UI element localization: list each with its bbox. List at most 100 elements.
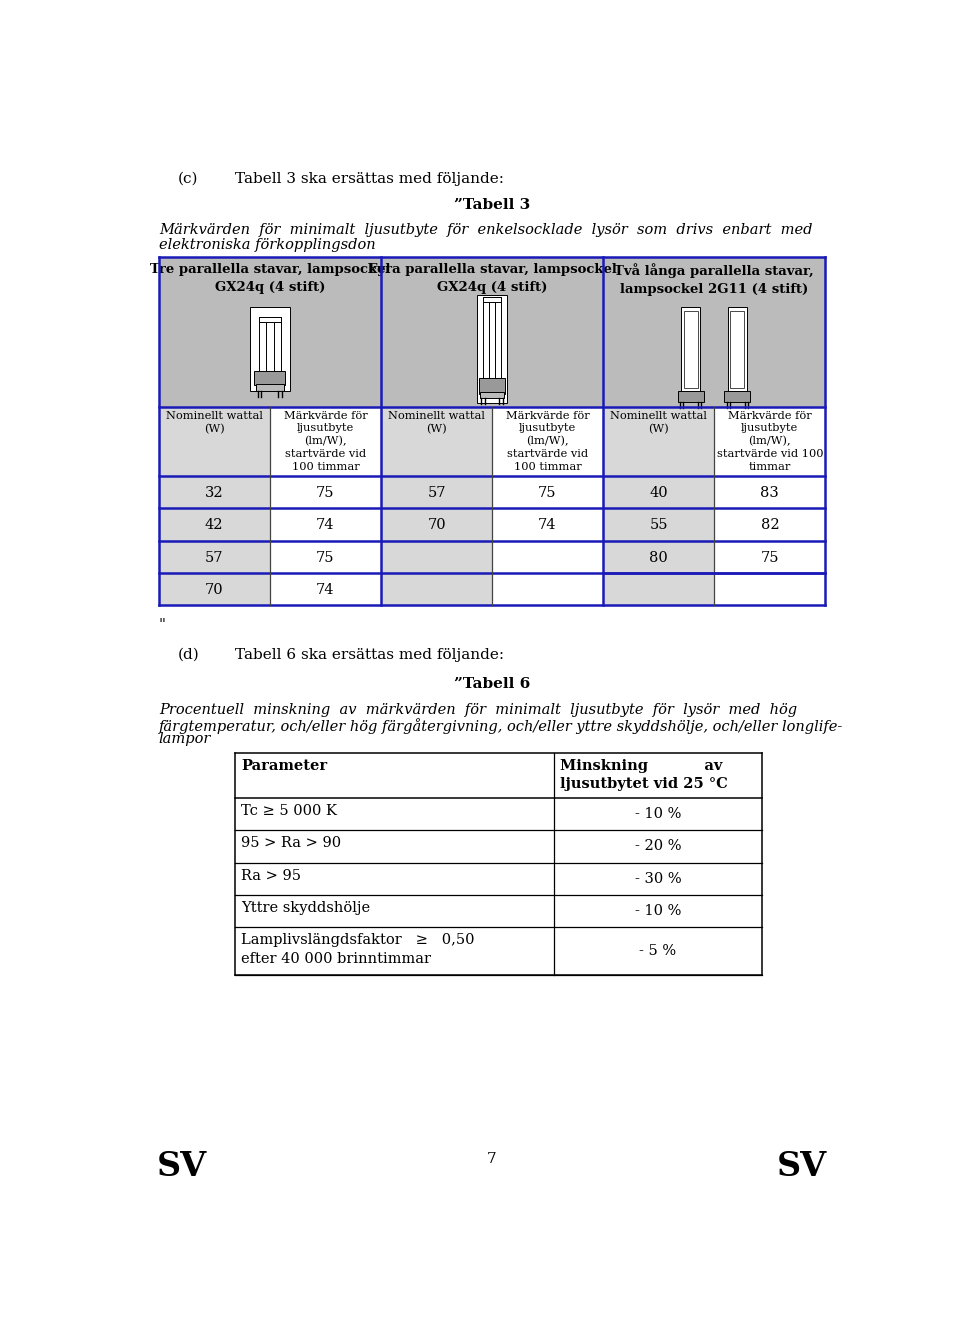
Text: (c): (c) <box>179 173 199 186</box>
Bar <box>603 573 714 606</box>
Text: 80: 80 <box>649 551 668 565</box>
Bar <box>158 508 270 541</box>
Text: - 10 %: - 10 % <box>635 807 681 820</box>
Text: färgtemperatur, och/eller hög färgåtergivning, och/eller yttre skyddshölje, och/: färgtemperatur, och/eller hög färgåtergi… <box>158 718 843 734</box>
Bar <box>480 392 504 398</box>
Bar <box>381 508 492 541</box>
Text: Nominellt wattal
(W): Nominellt wattal (W) <box>388 411 485 433</box>
Text: 75: 75 <box>760 551 780 565</box>
Text: - 30 %: - 30 % <box>635 872 682 886</box>
Bar <box>724 391 751 402</box>
Bar <box>259 317 281 323</box>
Text: Lamplivslängdsfaktor   ≥   0,50
efter 40 000 brinntimmar: Lamplivslängdsfaktor ≥ 0,50 efter 40 000… <box>241 934 474 965</box>
Bar <box>492 541 603 573</box>
Text: Ra > 95: Ra > 95 <box>241 869 300 882</box>
Bar <box>234 863 761 896</box>
Text: 57: 57 <box>427 486 445 500</box>
Bar <box>234 896 761 927</box>
Text: 57: 57 <box>204 551 224 565</box>
Bar <box>270 475 381 508</box>
Text: Märkvärde för
ljusutbyte
(lm/W),
startvärde vid 100
timmar: Märkvärde för ljusutbyte (lm/W), startvä… <box>716 411 823 473</box>
Bar <box>381 573 492 606</box>
Bar <box>483 298 489 378</box>
Bar <box>270 541 381 573</box>
Text: Tabell 3 ska ersättas med följande:: Tabell 3 ska ersättas med följande: <box>234 173 504 186</box>
Bar <box>492 407 603 475</box>
Bar <box>234 753 761 798</box>
Text: 7: 7 <box>487 1152 497 1166</box>
Text: Tc ≥ 5 000 K: Tc ≥ 5 000 K <box>241 805 337 818</box>
Text: 83: 83 <box>760 486 780 500</box>
Text: ": " <box>158 618 166 632</box>
Bar <box>731 311 744 389</box>
Text: 75: 75 <box>316 551 335 565</box>
Bar <box>684 311 698 389</box>
Text: 55: 55 <box>649 519 668 532</box>
Text: 95 > Ra > 90: 95 > Ra > 90 <box>241 836 341 851</box>
Bar <box>234 830 761 863</box>
Bar <box>158 257 381 407</box>
Text: Märkvärden  för  minimalt  ljusutbyte  för  enkelsocklade  lysör  som  drivs  en: Märkvärden för minimalt ljusutbyte för e… <box>158 224 812 237</box>
Bar <box>714 475 826 508</box>
Bar <box>603 508 714 541</box>
Text: 40: 40 <box>649 486 668 500</box>
Text: - 10 %: - 10 % <box>635 903 681 918</box>
Bar <box>381 541 492 573</box>
Bar <box>381 475 492 508</box>
Bar <box>603 541 714 573</box>
Text: SV: SV <box>777 1150 827 1183</box>
Text: SV: SV <box>157 1150 207 1183</box>
Text: Minskning           av
ljusutbytet vid 25 °C: Minskning av ljusutbytet vid 25 °C <box>561 759 728 792</box>
Bar <box>492 508 603 541</box>
Bar <box>682 307 700 391</box>
Text: - 20 %: - 20 % <box>635 839 681 853</box>
Bar <box>234 798 761 830</box>
Text: Märkvärde för
ljusutbyte
(lm/W),
startvärde vid
100 timmar: Märkvärde för ljusutbyte (lm/W), startvä… <box>283 411 368 473</box>
Bar <box>250 307 290 391</box>
Bar <box>728 307 747 391</box>
Text: Tre parallella stavar, lampsockel
GX24q (4 stift): Tre parallella stavar, lampsockel GX24q … <box>150 263 390 294</box>
Text: elektroniska förkopplingsdon: elektroniska förkopplingsdon <box>158 238 375 252</box>
Bar <box>381 407 492 475</box>
Bar <box>158 475 270 508</box>
Text: (d): (d) <box>179 648 200 661</box>
Text: 74: 74 <box>539 519 557 532</box>
Bar <box>256 383 284 391</box>
Text: 75: 75 <box>539 486 557 500</box>
Bar <box>274 317 281 373</box>
Bar <box>158 407 270 475</box>
Bar <box>603 407 714 475</box>
Bar <box>254 371 285 385</box>
Text: ”Tabell 6: ”Tabell 6 <box>454 677 530 691</box>
Text: 42: 42 <box>204 519 224 532</box>
Text: 82: 82 <box>760 519 780 532</box>
Text: ”Tabell 3: ”Tabell 3 <box>454 198 530 212</box>
Bar <box>381 257 603 407</box>
Bar <box>495 298 501 378</box>
Bar <box>714 541 826 573</box>
Text: 70: 70 <box>204 583 224 597</box>
Text: Fyra parallella stavar, lampsockel
GX24q (4 stift): Fyra parallella stavar, lampsockel GX24q… <box>368 263 616 294</box>
Text: 70: 70 <box>427 519 445 532</box>
Text: Yttre skyddshölje: Yttre skyddshölje <box>241 901 370 915</box>
Bar <box>270 573 381 606</box>
Bar <box>158 541 270 573</box>
Text: lampor: lampor <box>158 732 211 747</box>
Bar <box>603 475 714 508</box>
Bar <box>479 378 505 394</box>
Text: Nominellt wattal
(W): Nominellt wattal (W) <box>166 411 263 433</box>
Bar <box>234 927 761 975</box>
Bar <box>259 317 266 373</box>
Text: 32: 32 <box>204 486 224 500</box>
Bar <box>603 257 826 407</box>
Bar <box>483 298 501 302</box>
Bar <box>477 295 507 403</box>
Text: Parameter: Parameter <box>241 760 327 773</box>
Bar <box>714 407 826 475</box>
Text: Märkvärde för
ljusutbyte
(lm/W),
startvärde vid
100 timmar: Märkvärde för ljusutbyte (lm/W), startvä… <box>506 411 589 473</box>
Bar <box>714 508 826 541</box>
Text: Tabell 6 ska ersättas med följande:: Tabell 6 ska ersättas med följande: <box>234 648 504 661</box>
Text: - 5 %: - 5 % <box>639 944 677 959</box>
Bar <box>714 573 826 606</box>
Text: 74: 74 <box>316 583 335 597</box>
